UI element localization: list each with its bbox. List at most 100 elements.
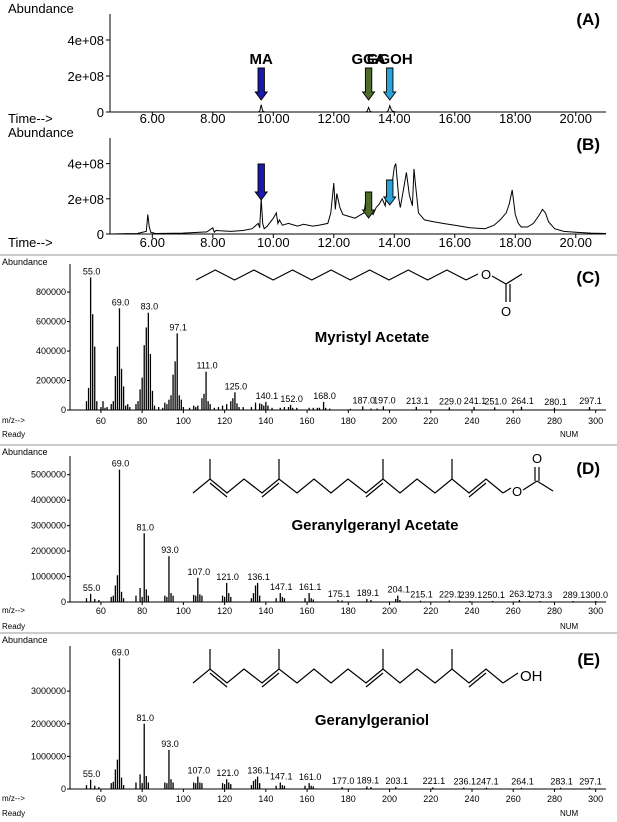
x-tick-label: 220 xyxy=(423,606,438,616)
peak-label: 136.1 xyxy=(247,766,270,776)
x-tick-label: 10.00 xyxy=(257,235,290,250)
status-num: NUM xyxy=(560,622,579,631)
x-tick-label: 12.00 xyxy=(318,235,351,250)
panel-label-b: (B) xyxy=(576,135,600,154)
panel-label-d: (D) xyxy=(576,459,600,478)
peak-label: 283.1 xyxy=(550,777,573,787)
x-tick-label: 80 xyxy=(137,606,147,616)
y-tick-label: 3000000 xyxy=(31,686,66,696)
x-tick-label: 280 xyxy=(547,606,562,616)
x-tick-label: 240 xyxy=(464,416,479,426)
peak-arrow-b-2 xyxy=(361,191,376,219)
peak-label: 221.1 xyxy=(423,776,446,786)
x-tick-label: 100 xyxy=(176,794,191,804)
peak-label: 213.1 xyxy=(406,396,429,406)
x-tick-label: 200 xyxy=(382,416,397,426)
x-tick-label: 12.00 xyxy=(318,111,351,126)
peak-label: 189.1 xyxy=(357,588,380,598)
x-tick-label: 120 xyxy=(217,416,232,426)
peak-label: 297.1 xyxy=(579,777,602,787)
status-num: NUM xyxy=(560,430,579,439)
peak-arrow-gga xyxy=(361,67,376,101)
x-tick-label: 260 xyxy=(506,794,521,804)
peak-label: 239.1 xyxy=(460,590,483,600)
status-ready: Ready xyxy=(2,809,25,818)
y-tick-label: 1000000 xyxy=(31,572,66,582)
y-axis-label: Abundance xyxy=(2,635,48,645)
peak-label: 69.0 xyxy=(112,297,130,307)
peak-label: 152.0 xyxy=(280,394,303,404)
peak-label: 203.1 xyxy=(385,776,408,786)
mass-spectrum-panel-d: Abundance m/z--> Ready NUM (D) 5000000 4000000… xyxy=(0,444,617,631)
x-tick-label: 140 xyxy=(258,794,273,804)
peak-label: 263.1 xyxy=(509,589,532,599)
x-tick-label: 300 xyxy=(588,794,603,804)
y-tick-label: 400000 xyxy=(36,346,66,356)
x-tick-label: 8.00 xyxy=(200,111,225,126)
geranylgeraniol-structure: OH xyxy=(192,649,543,688)
peak-label: 161.1 xyxy=(299,582,322,592)
x-tick-label: 14.00 xyxy=(378,235,411,250)
x-tick-label: 180 xyxy=(341,416,356,426)
peak-label: 107.0 xyxy=(188,766,211,776)
y-tick-label: 200000 xyxy=(36,376,66,386)
x-tick-label: 220 xyxy=(423,416,438,426)
peak-label: 250.1 xyxy=(482,590,505,600)
x-tick-label: 280 xyxy=(547,794,562,804)
x-tick-label: 80 xyxy=(137,416,147,426)
x-tick-label: 20.00 xyxy=(559,235,592,250)
peak-label: 93.0 xyxy=(161,545,179,555)
x-tick-label: 20.00 xyxy=(559,111,592,126)
chromatogram-panel-b: Abundance Time--> (B) 4e+08 2e+08 0 6.00 8.00 10… xyxy=(8,125,607,250)
x-tick-label: 180 xyxy=(341,606,356,616)
peak-label: 289.1 xyxy=(563,590,586,600)
peak-label: 69.0 xyxy=(112,459,130,469)
peak-label: 189.1 xyxy=(357,775,380,785)
peak-label: 300.0 xyxy=(585,590,608,600)
peak-label: 247.1 xyxy=(476,777,499,787)
peak-label: 175.1 xyxy=(328,589,351,599)
y-tick-label: 3000000 xyxy=(31,521,66,531)
x-axis-label: Time--> xyxy=(8,111,53,126)
peak-label: 136.1 xyxy=(247,572,270,582)
y-tick-label: 4000000 xyxy=(31,495,66,505)
x-tick-label: 200 xyxy=(382,606,397,616)
y-tick-label: 0 xyxy=(61,405,66,415)
peak-label: 197.0 xyxy=(373,395,396,405)
peak-label: 280.1 xyxy=(544,397,567,407)
peak-annotation-ggoh: GGOH xyxy=(367,51,413,68)
y-tick-label: 2e+08 xyxy=(67,69,104,84)
x-tick-label: 300 xyxy=(588,416,603,426)
peak-label: 215.1 xyxy=(410,590,433,600)
peak-label: 55.0 xyxy=(83,769,101,779)
x-tick-label: 100 xyxy=(176,606,191,616)
peak-arrow-b-3 xyxy=(382,179,397,206)
peak-label: 147.1 xyxy=(270,771,293,781)
x-tick-label: 6.00 xyxy=(140,235,165,250)
peak-label: 83.0 xyxy=(141,302,159,312)
y-tick-label: 2000000 xyxy=(31,719,66,729)
peak-label: 241.1 xyxy=(464,396,487,406)
x-tick-label: 60 xyxy=(96,606,106,616)
x-tick-label: 16.00 xyxy=(439,235,472,250)
x-tick-label: 140 xyxy=(258,416,273,426)
x-tick-label: 160 xyxy=(300,606,315,616)
y-axis-label: Abundance xyxy=(8,125,74,140)
y-tick-label: 0 xyxy=(61,597,66,607)
y-tick-label: 0 xyxy=(97,227,104,242)
y-tick-label: 4e+08 xyxy=(67,157,104,172)
peak-label: 229.1 xyxy=(439,589,462,599)
compound-name: Geranylgeranyl Acetate xyxy=(291,517,458,534)
peak-label: 177.0 xyxy=(332,776,355,786)
peak-label: 147.1 xyxy=(270,582,293,592)
peak-label: 97.1 xyxy=(169,322,187,332)
peak-label: 121.0 xyxy=(216,768,239,778)
peak-label: 297.1 xyxy=(579,396,602,406)
peak-arrow-ggoh xyxy=(382,67,397,101)
geranylgeranyl-acetate-structure: OO xyxy=(192,451,554,499)
peak-arrow-ma xyxy=(254,67,269,101)
y-axis-label: Abundance xyxy=(2,257,48,267)
x-tick-label: 140 xyxy=(258,606,273,616)
peak-label: 140.1 xyxy=(256,391,279,401)
